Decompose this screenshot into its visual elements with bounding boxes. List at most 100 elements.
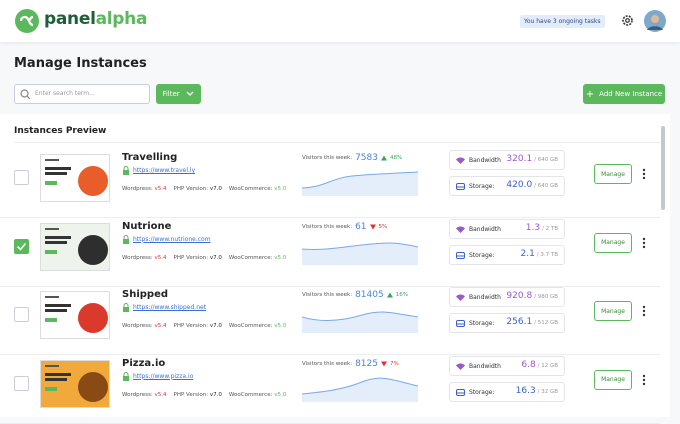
versions: Wordpress: v5.4 PHP Version: v7.0 WooCom…	[122, 392, 286, 398]
label: WooCommerce:	[228, 391, 273, 398]
wp-version: v5.4	[154, 391, 167, 398]
storage-total: / 3.7 TB	[536, 251, 558, 258]
manage-button[interactable]: Manage	[594, 232, 632, 253]
label: PHP Version:	[173, 254, 209, 261]
trend-arrow	[380, 155, 387, 161]
checkbox[interactable]	[14, 307, 29, 322]
instance-url[interactable]: https://www.travel.ly	[133, 167, 196, 174]
label: WooCommerce:	[228, 186, 273, 192]
logo-icon	[15, 9, 39, 33]
storage-icon	[456, 183, 465, 190]
woo-version: v5.0	[274, 254, 287, 261]
search-box[interactable]: Enter search term...	[14, 84, 150, 104]
label: Storage:	[469, 388, 495, 396]
visitors: Visitors this week: 7583 48%	[302, 153, 402, 163]
section-title: Instances Preview	[14, 126, 107, 136]
label: Wordpress:	[122, 186, 153, 192]
avatar[interactable]	[644, 10, 666, 32]
versions: Wordpress: v5.4 PHP Version: v7.0 WooCom…	[122, 323, 286, 329]
instance-url[interactable]: https://www.nutrione.com	[133, 235, 211, 243]
php-version: v7.0	[209, 254, 222, 261]
logo-text: panelalpha	[44, 9, 147, 29]
storage-total: / 512 GB	[534, 320, 558, 326]
instance-row: Pizza.io https://www.pizza.io Wordpress:…	[0, 355, 660, 424]
filter-button[interactable]: Filter	[156, 84, 201, 104]
php-version: v7.0	[209, 186, 222, 192]
instance-name: Nutrione	[122, 220, 172, 232]
php-version: v7.0	[209, 323, 222, 329]
bandwidth-used: 920.8	[506, 291, 533, 301]
label: Storage:	[469, 183, 495, 190]
label: Storage:	[469, 251, 495, 259]
label: Bandwidth	[469, 294, 501, 301]
thumbnail	[40, 359, 110, 408]
label: Wordpress:	[122, 254, 153, 261]
storage-box: Storage: 256.1 / 512 GB	[449, 313, 565, 333]
label: Visitors this week:	[302, 223, 353, 230]
instance-name: Shipped	[122, 289, 169, 300]
logo-part: alpha	[95, 9, 148, 29]
tasks-badge[interactable]: You have 3 ongoing tasks	[520, 15, 605, 28]
lock-icon	[123, 166, 129, 175]
check	[16, 242, 27, 251]
bandwidth-used: 6.8	[521, 359, 536, 370]
search-icon	[20, 89, 31, 100]
bandwidth-total: / 12 GB	[537, 362, 558, 369]
bandwidth-total: / 640 GB	[534, 157, 558, 163]
chevron	[186, 91, 194, 96]
label: Visitors this week:	[302, 155, 353, 161]
instances-card: Instances Preview Travelling https://www…	[0, 114, 670, 424]
instance-url[interactable]: https://www.pizza.io	[133, 372, 194, 380]
settings-icon[interactable]	[621, 14, 634, 27]
bandwidth-box: Bandwidth 1.3 / 2 TB	[449, 218, 565, 239]
trend-arrow	[380, 361, 387, 366]
thumbnail	[40, 222, 110, 271]
more-menu[interactable]	[641, 373, 647, 387]
label: PHP Version:	[173, 391, 209, 398]
versions: Wordpress: v5.4 PHP Version: v7.0 WooCom…	[122, 186, 286, 192]
instance-row: Nutrione https://www.nutrione.com Wordpr…	[0, 218, 660, 287]
checkbox[interactable]	[14, 375, 29, 391]
woo-version: v5.0	[274, 323, 287, 329]
wifi-icon	[456, 362, 465, 370]
manage-button[interactable]: Manage	[594, 369, 632, 390]
scrollbar[interactable]	[661, 126, 665, 210]
label: PHP Version:	[173, 186, 209, 192]
checkbox[interactable]	[14, 170, 29, 185]
visitors-count: 81405	[355, 290, 384, 300]
more-menu[interactable]	[641, 236, 647, 250]
visitors-count: 7583	[355, 153, 378, 163]
wp-version: v5.4	[154, 186, 167, 192]
lock-icon	[123, 371, 129, 381]
manage-button[interactable]: Manage	[594, 301, 632, 321]
storage-box: Storage: 420.0 / 640 GB	[449, 176, 565, 196]
thumbnail	[40, 291, 110, 339]
add-instance-button[interactable]: + Add New Instance	[583, 84, 665, 104]
search-placeholder: Enter search term...	[35, 90, 95, 97]
wifi-icon	[456, 225, 465, 233]
instance-url[interactable]: https://www.shipped.net	[133, 304, 207, 311]
visitors: Visitors this week: 61 5%	[302, 222, 387, 232]
manage-button[interactable]: Manage	[594, 164, 632, 184]
filter-label: Filter	[162, 90, 180, 98]
instance-row: Shipped https://www.shipped.net Wordpres…	[0, 287, 660, 355]
woo-version: v5.0	[274, 391, 287, 398]
bandwidth-box: Bandwidth 920.8 / 980 GB	[449, 287, 565, 307]
checkbox[interactable]	[14, 238, 29, 254]
wp-version: v5.4	[154, 254, 167, 261]
page-title: Manage Instances	[14, 56, 147, 71]
label: Bandwidth	[469, 362, 501, 370]
visitors-change: 16%	[395, 292, 408, 298]
storage-total: / 640 GB	[534, 183, 558, 189]
storage-total: / 32 GB	[537, 388, 558, 395]
bandwidth-used: 320.1	[506, 154, 533, 164]
bandwidth-box: Bandwidth 320.1 / 640 GB	[449, 150, 565, 170]
woo-version: v5.0	[274, 186, 287, 192]
lock-icon	[123, 234, 129, 244]
storage-icon	[456, 388, 465, 396]
trend-arrow	[369, 224, 376, 229]
more-menu[interactable]	[641, 167, 647, 181]
more-menu[interactable]	[641, 304, 647, 318]
